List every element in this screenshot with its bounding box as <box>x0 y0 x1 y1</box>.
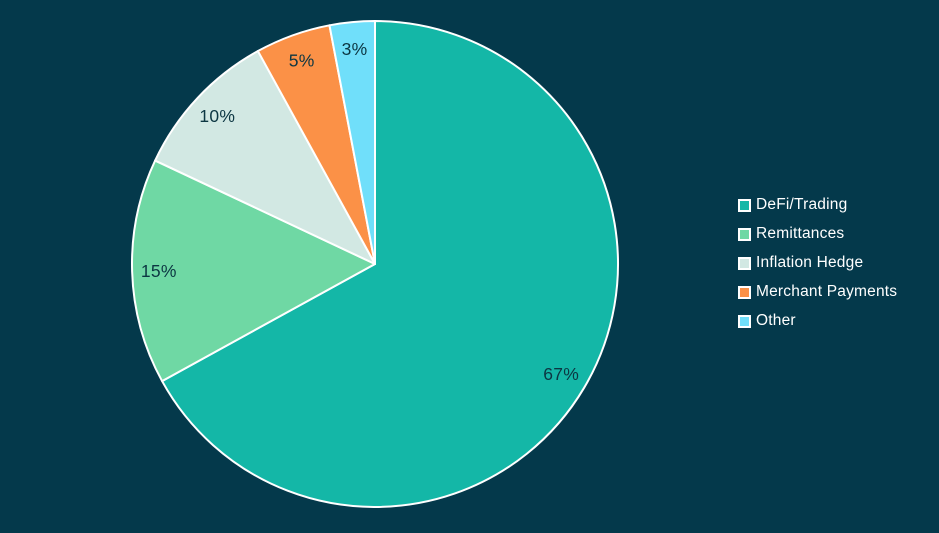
legend-item-inflation-hedge: Inflation Hedge <box>738 255 897 271</box>
pie-percent-label-defi-trading: 67% <box>543 364 579 384</box>
pie-slices <box>131 20 619 508</box>
legend-item-other: Other <box>738 313 897 329</box>
legend-swatch-inflation-hedge <box>738 256 751 270</box>
legend-item-defi-trading: DeFi/Trading <box>738 197 897 213</box>
pie-percent-label-inflation-hedge: 10% <box>199 106 235 126</box>
legend-item-merchant-payments: Merchant Payments <box>738 284 897 300</box>
pie-percent-label-remittances: 15% <box>141 261 177 281</box>
pie-slice-other <box>328 20 376 265</box>
legend-label-remittances: Remittances <box>756 225 845 242</box>
legend-swatch-merchant-payments <box>738 285 751 299</box>
legend-label-other: Other <box>756 312 796 329</box>
legend-label-defi-trading: DeFi/Trading <box>756 196 848 213</box>
pie-slice-remittances <box>131 159 376 383</box>
pie-slice-labels: 67% 15% 10% 5% 3% <box>141 39 579 384</box>
legend-item-remittances: Remittances <box>738 226 897 242</box>
pie-slice-inflation-hedge <box>154 50 376 265</box>
legend-label-merchant-payments: Merchant Payments <box>756 283 898 300</box>
legend: DeFi/Trading Remittances Inflation Hedge Me… <box>738 197 897 329</box>
pie-percent-label-merchant-payments: 5% <box>289 51 315 71</box>
legend-swatch-remittances <box>738 227 751 241</box>
legend-swatch-defi-trading <box>738 198 751 212</box>
legend-label-inflation-hedge: Inflation Hedge <box>756 254 864 271</box>
legend-swatch-other <box>738 314 751 328</box>
pie-slice-defi-trading <box>161 20 619 508</box>
pie-percent-label-other: 3% <box>342 39 368 59</box>
